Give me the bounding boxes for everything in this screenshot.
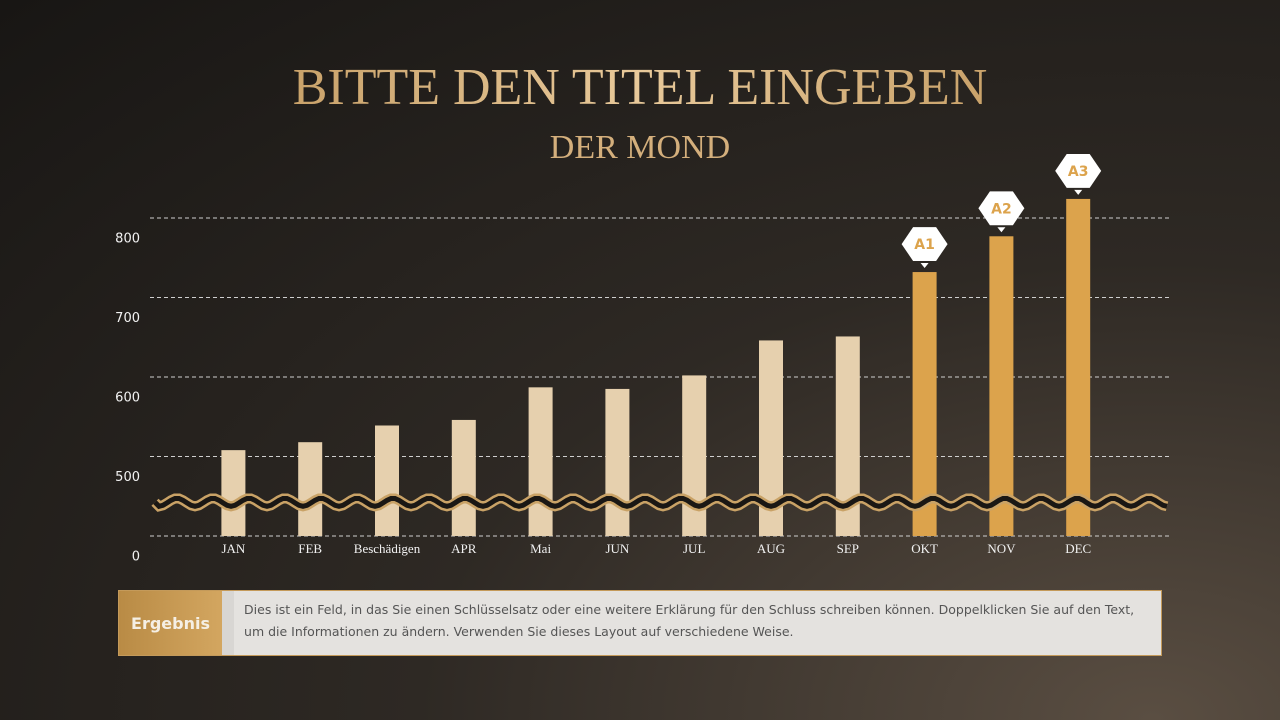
y-tick-label: 700 — [115, 311, 140, 326]
result-text: Dies ist ein Feld, in das Sie einen Schl… — [222, 591, 1161, 655]
chart-title: BITTE DEN TITEL EINGEBEN — [293, 59, 988, 116]
badge-pointer — [1074, 189, 1083, 195]
badge-pointer — [997, 227, 1006, 233]
annotation-badge: A1 — [901, 227, 948, 269]
annotation-label: A1 — [914, 237, 935, 253]
x-tick-label: FEB — [298, 541, 322, 556]
annotation-label: A2 — [991, 201, 1012, 217]
badge-shape — [1055, 154, 1102, 188]
x-tick-label: APR — [451, 541, 477, 556]
bar — [221, 450, 246, 536]
x-tick-label: JUL — [683, 541, 705, 556]
annotation-badge: A3 — [1055, 154, 1102, 195]
x-tick-label: NOV — [987, 541, 1016, 556]
x-tick-label: AUG — [757, 541, 785, 556]
y-tick-label: 800 — [115, 232, 140, 247]
chart-subtitle: DER MOND — [550, 129, 730, 166]
result-label: Ergebnis — [119, 591, 223, 655]
x-tick-label: Beschädigen — [354, 541, 421, 556]
bar — [605, 388, 630, 536]
annotation-label: A3 — [1068, 164, 1089, 180]
bar — [528, 387, 553, 536]
bar — [451, 419, 476, 536]
x-tick-label: JAN — [221, 541, 245, 556]
x-tick-label: OKT — [911, 541, 938, 556]
badge-shape — [978, 191, 1025, 226]
annotation-badge: A2 — [978, 191, 1025, 233]
bar — [1066, 198, 1091, 537]
y-tick-label: 500 — [115, 470, 140, 485]
bar — [912, 272, 937, 536]
x-tick-label: JUN — [605, 541, 629, 556]
bar — [298, 442, 323, 536]
x-tick-label: SEP — [837, 541, 859, 556]
x-tick-label: Mai — [530, 541, 551, 556]
bar — [375, 425, 399, 536]
badge-pointer — [920, 263, 929, 269]
bar — [989, 236, 1014, 536]
bar — [682, 375, 707, 536]
y-tick-label: 0 — [132, 550, 140, 565]
axis-break-core — [153, 496, 1168, 510]
y-tick-label: 600 — [115, 391, 140, 406]
result-box: Ergebnis Dies ist ein Feld, in das Sie e… — [118, 590, 1162, 656]
badge-shape — [901, 227, 948, 261]
x-tick-label: DEC — [1065, 541, 1091, 556]
